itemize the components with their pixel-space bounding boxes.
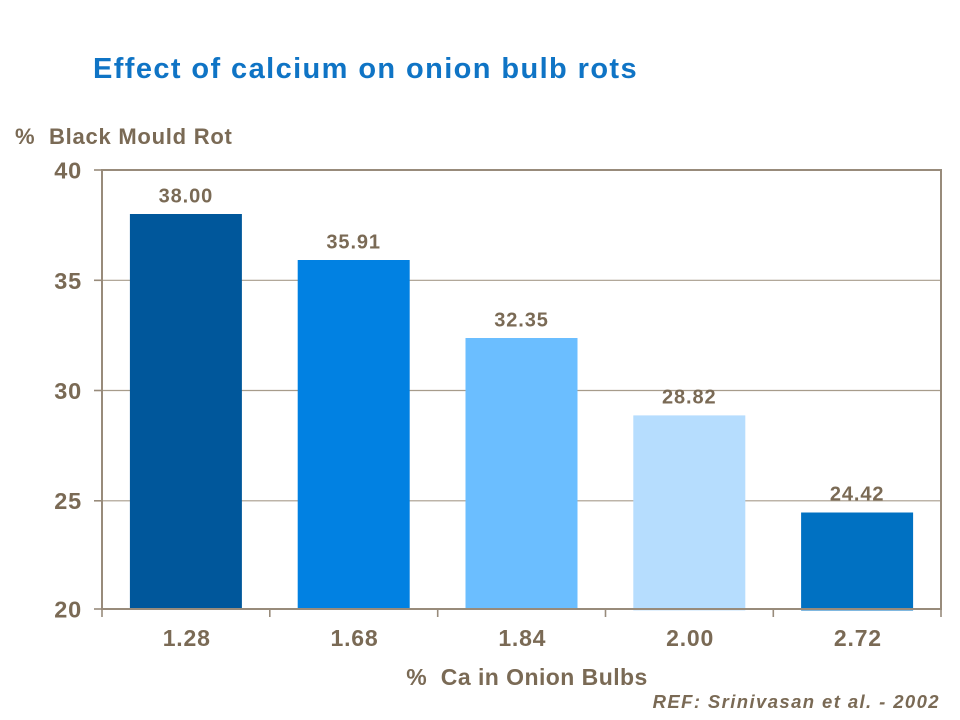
- svg-text:30: 30: [54, 378, 82, 404]
- svg-text:Effect of calcium on onion bul: Effect of calcium on onion bulb rots: [93, 53, 638, 85]
- svg-text:2.00: 2.00: [666, 625, 714, 651]
- svg-text:% Ca in Onion Bulbs: % Ca in Onion Bulbs: [406, 664, 648, 690]
- svg-text:35.91: 35.91: [326, 232, 381, 254]
- svg-text:20: 20: [54, 596, 82, 622]
- svg-text:38.00: 38.00: [159, 186, 214, 208]
- svg-text:24.42: 24.42: [830, 484, 885, 506]
- svg-text:32.35: 32.35: [494, 310, 549, 332]
- svg-text:28.82: 28.82: [662, 387, 717, 409]
- svg-text:1.84: 1.84: [498, 625, 546, 651]
- svg-text:REF: Srinivasan et al. - 2002: REF: Srinivasan et al. - 2002: [653, 691, 940, 712]
- svg-text:% Black Mould Rot: % Black Mould Rot: [15, 124, 233, 149]
- svg-text:25: 25: [54, 488, 82, 514]
- svg-text:1.68: 1.68: [331, 625, 379, 651]
- svg-text:1.28: 1.28: [163, 625, 211, 651]
- svg-text:2.72: 2.72: [834, 625, 882, 651]
- svg-text:35: 35: [54, 268, 82, 294]
- svg-text:40: 40: [54, 158, 82, 184]
